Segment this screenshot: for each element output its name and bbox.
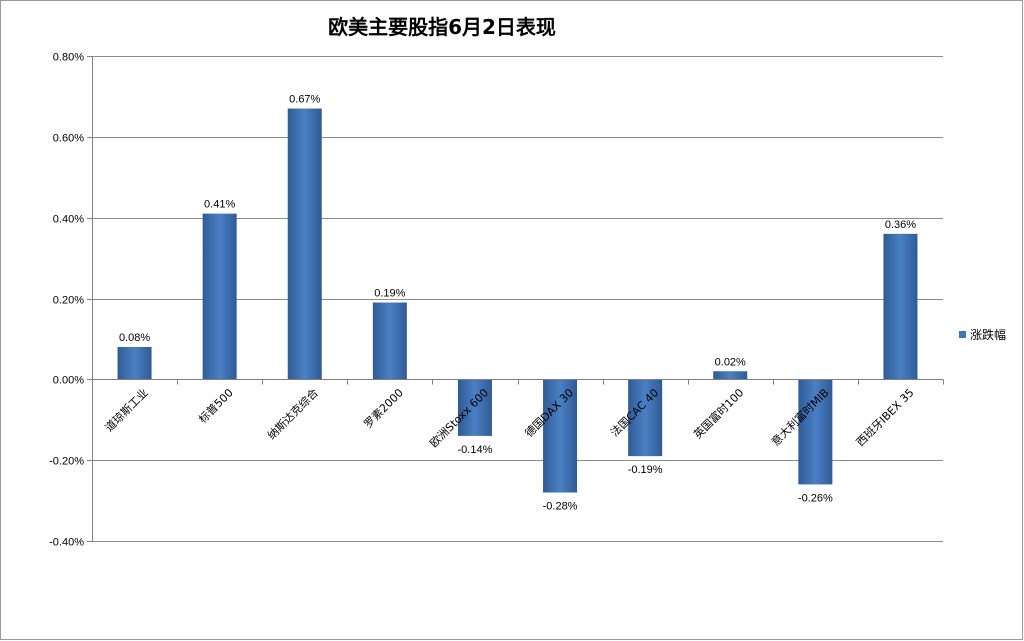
category-label: 纳斯达克综合 (264, 386, 321, 443)
category-label: 道琼斯工业 (102, 386, 151, 435)
data-label: -0.28% (543, 501, 578, 513)
data-label: 0.67% (289, 94, 320, 106)
data-label: 0.19% (374, 288, 405, 300)
bar (117, 347, 152, 380)
data-label: -0.26% (798, 492, 833, 504)
bar (543, 379, 578, 493)
data-label: 0.41% (204, 199, 235, 211)
bar (287, 108, 322, 380)
data-label: 0.36% (885, 219, 916, 231)
y-tick-label: 0.80% (53, 52, 84, 64)
bar (798, 379, 833, 485)
legend-label: 涨跌幅 (970, 327, 1006, 342)
y-axis-ticks: 0.80% 0.60% 0.40% 0.20% 0.00% -0.20% -0.40% (49, 52, 92, 549)
legend: 涨跌幅 (959, 327, 1006, 342)
legend-swatch (959, 331, 966, 338)
bar (202, 213, 237, 380)
y-tick-label: 0.40% (53, 214, 84, 226)
data-label: -0.19% (628, 464, 663, 476)
category-label: 罗素2000 (361, 386, 406, 431)
y-tick-label: 0.60% (53, 133, 84, 145)
category-label: 西班牙IBEX 35 (854, 386, 917, 449)
bar (457, 379, 492, 436)
data-label: 0.08% (119, 332, 150, 344)
bar (372, 302, 407, 380)
bar (628, 379, 663, 457)
bar (883, 233, 918, 380)
data-label: -0.14% (458, 444, 493, 456)
axes (92, 56, 944, 541)
bars (117, 108, 918, 493)
category-labels: 道琼斯工业 标普500 纳斯达克综合 罗素2000 欧洲Stoxx 600 德国DAX 3… (102, 386, 917, 450)
y-tick-label: 0.00% (53, 375, 84, 387)
y-tick-label: -0.20% (49, 456, 84, 468)
y-tick-label: 0.20% (53, 295, 84, 307)
category-label: 英国富时100 (691, 386, 747, 442)
data-labels: 0.08% 0.41% 0.67% 0.19% -0.14% -0.28% -0.19% 0.… (119, 94, 916, 513)
chart-title: 欧美主要股指6月2日表现 (328, 15, 556, 39)
bar (713, 371, 748, 380)
category-label: 标普500 (195, 386, 235, 426)
data-label: 0.02% (715, 356, 746, 368)
y-tick-label: -0.40% (49, 537, 84, 549)
